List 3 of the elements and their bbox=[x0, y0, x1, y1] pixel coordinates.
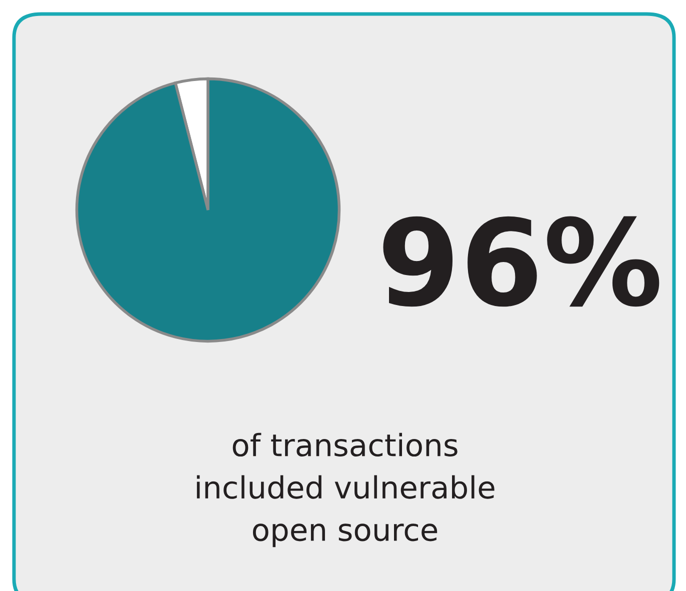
pie-slice bbox=[75, 77, 341, 343]
data-label: 96% bbox=[383, 216, 660, 307]
text: of transactions included vulnerable open source bbox=[196, 432, 494, 548]
